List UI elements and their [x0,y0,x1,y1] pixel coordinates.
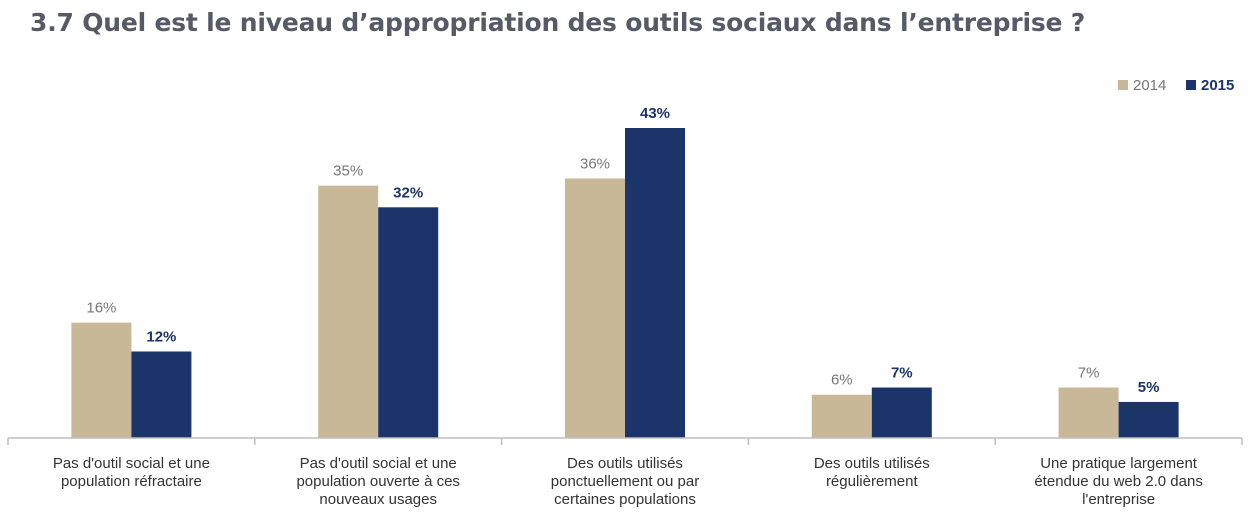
bar-2014-1 [71,323,131,438]
category-label-3: Des outils utilisés ponctuellement ou par… [551,455,699,508]
data-label-2015-4: 7% [891,365,913,382]
data-label-2014-5: 7% [1078,365,1100,382]
data-label-2015-1: 12% [146,328,176,345]
category-label-5: Une pratique largement étendue du web 2.0… [1034,455,1202,508]
category-label-2: Pas d'outil social et une population ouve… [296,455,459,508]
legend-label-2015: 2015 [1201,77,1234,94]
bar-2014-3 [565,178,625,438]
bar-2014-4 [812,395,872,438]
legend-swatch-2015 [1186,80,1196,90]
bar-2015-1 [131,351,191,438]
data-label-2014-2: 35% [333,163,363,180]
data-label-2014-1: 16% [86,300,116,317]
data-label-2014-4: 6% [831,372,853,389]
data-label-2015-2: 32% [393,184,423,201]
category-labels: Pas d'outil social et une population réfr… [53,455,1203,508]
bar-2015-4 [872,388,932,438]
bars [71,128,1178,438]
category-label-4: Des outils utilisés régulièrement [814,455,930,490]
bar-2015-3 [625,128,685,438]
category-label-1: Pas d'outil social et une population réfr… [53,455,210,490]
data-label-2015-5: 5% [1138,379,1160,396]
legend-label-2014: 2014 [1133,77,1166,94]
legend-swatch-2014 [1118,80,1128,90]
bar-2014-2 [318,186,378,438]
bar-2014-5 [1059,388,1119,438]
data-label-2015-3: 43% [640,105,670,122]
x-axis-ticks [8,438,1242,445]
bar-2015-5 [1119,402,1179,438]
legend: 2014 2015 [1118,77,1234,94]
data-label-2014-3: 36% [580,155,610,172]
bar-2015-2 [378,207,438,438]
